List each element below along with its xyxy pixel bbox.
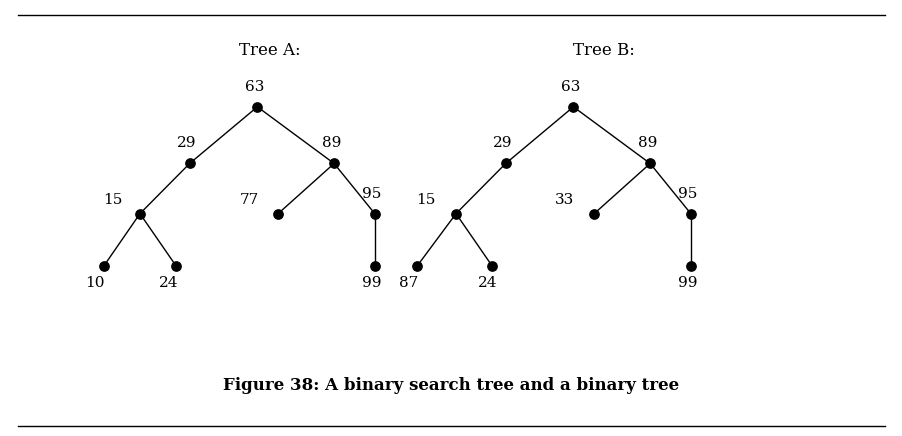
Point (498, 160, 512, 167)
Text: 99: 99 (362, 276, 382, 290)
Text: 63: 63 (560, 80, 580, 94)
Point (586, 210, 601, 217)
Text: 89: 89 (321, 136, 341, 150)
Text: 24: 24 (159, 276, 179, 290)
Text: 63: 63 (244, 80, 264, 94)
Text: Figure 38: A binary search tree and a binary tree: Figure 38: A binary search tree and a bi… (223, 378, 679, 394)
Text: 95: 95 (362, 187, 382, 201)
Text: 99: 99 (677, 276, 697, 290)
Text: 89: 89 (637, 136, 657, 150)
Point (566, 103, 580, 110)
Point (327, 160, 341, 167)
Point (97, 262, 111, 269)
Text: 87: 87 (398, 276, 418, 290)
Text: 24: 24 (477, 276, 497, 290)
Point (484, 262, 499, 269)
Text: 77: 77 (239, 193, 259, 207)
Text: 95: 95 (677, 187, 697, 201)
Point (410, 262, 424, 269)
Point (683, 262, 697, 269)
Text: Tree B:: Tree B: (573, 42, 635, 58)
Point (169, 262, 183, 269)
Text: 29: 29 (492, 136, 512, 150)
Text: 10: 10 (85, 276, 105, 290)
Point (271, 210, 285, 217)
Text: 15: 15 (416, 193, 436, 207)
Point (367, 210, 382, 217)
Point (133, 210, 147, 217)
Point (448, 210, 463, 217)
Point (250, 103, 264, 110)
Point (367, 262, 382, 269)
Text: 29: 29 (177, 136, 197, 150)
Point (683, 210, 697, 217)
Point (182, 160, 197, 167)
Text: Tree A:: Tree A: (239, 42, 300, 58)
Text: 33: 33 (554, 193, 574, 207)
Text: 15: 15 (103, 193, 123, 207)
Point (642, 160, 657, 167)
